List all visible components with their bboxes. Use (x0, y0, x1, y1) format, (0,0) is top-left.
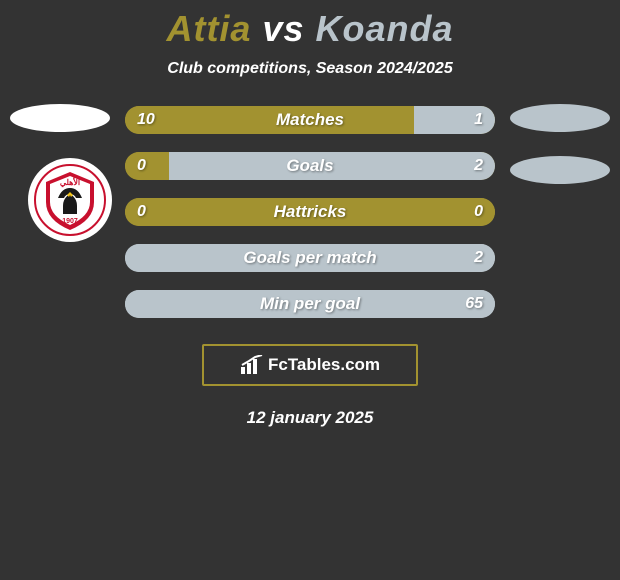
svg-text:1907: 1907 (62, 218, 78, 225)
stat-rows: Matches 10 1 Goals 0 2 Hattricks 0 0 Goals per ma… (125, 106, 495, 318)
team-ellipse-right-1 (510, 104, 610, 132)
stat-row: Goals per match 2 (125, 244, 495, 272)
team-ellipse-left (10, 104, 110, 132)
svg-text:الأهلي: الأهلي (60, 176, 80, 188)
bar-left (125, 106, 414, 134)
title-player1: Attia (166, 8, 251, 49)
stat-label: Goals (286, 156, 333, 176)
stat-value-left: 10 (137, 111, 155, 129)
al-ahly-crest-icon: الأهلي 1907 (28, 158, 112, 242)
stat-label: Matches (276, 110, 344, 130)
brand-text: FcTables.com (268, 355, 380, 375)
stat-label: Hattricks (274, 202, 347, 222)
stat-value-right: 1 (474, 111, 483, 129)
stat-label: Min per goal (260, 294, 360, 314)
stat-row: Hattricks 0 0 (125, 198, 495, 226)
stat-row: Min per goal 65 (125, 290, 495, 318)
stat-value-right: 0 (474, 203, 483, 221)
stat-value-right: 65 (465, 295, 483, 313)
stat-label: Goals per match (243, 248, 376, 268)
chart-icon (240, 355, 264, 375)
stat-row: Matches 10 1 (125, 106, 495, 134)
club-logo: الأهلي 1907 (28, 158, 112, 242)
comparison-card: Attia vs Koanda Club competitions, Seaso… (0, 0, 620, 428)
team-ellipse-right-2 (510, 156, 610, 184)
brand-box[interactable]: FcTables.com (202, 344, 418, 386)
date: 12 january 2025 (0, 408, 620, 428)
subtitle: Club competitions, Season 2024/2025 (0, 60, 620, 78)
page-title: Attia vs Koanda (0, 8, 620, 50)
stat-value-right: 2 (474, 157, 483, 175)
bar-left (125, 152, 169, 180)
stat-value-left: 0 (137, 157, 146, 175)
stat-row: Goals 0 2 (125, 152, 495, 180)
stat-value-left: 0 (137, 203, 146, 221)
stats-section: الأهلي 1907 Matches 10 1 Goals 0 2 Hattricks 0 0… (0, 106, 620, 318)
title-vs: vs (262, 8, 304, 49)
stat-value-right: 2 (474, 249, 483, 267)
title-player2: Koanda (316, 8, 454, 49)
